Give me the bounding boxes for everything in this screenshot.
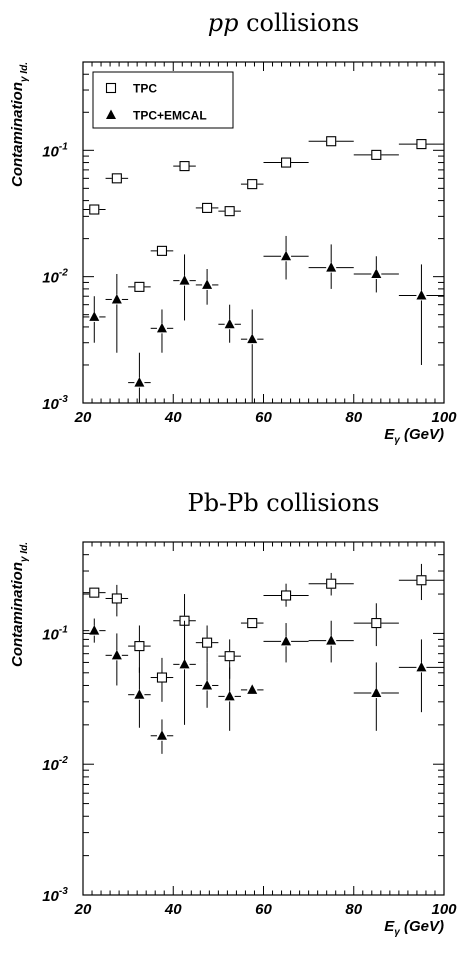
data-point (179, 658, 190, 669)
x-tick-label: 60 (255, 901, 272, 918)
data-point (281, 635, 292, 646)
data-point (371, 618, 382, 629)
legend-box (92, 71, 234, 129)
data-point (111, 293, 122, 304)
data-point (247, 179, 258, 190)
series-tpc-emcal (83, 235, 444, 403)
data-point (179, 161, 190, 172)
y-axis-label: Contaminationγ Id. (9, 542, 30, 667)
data-point (134, 281, 145, 292)
legend-marker (105, 82, 117, 94)
data-point (202, 679, 213, 690)
chart-title: Pb-Pb collisions (188, 489, 380, 517)
data-point (416, 139, 427, 150)
data-point (326, 578, 337, 589)
data-point (202, 279, 213, 289)
data-point (416, 289, 427, 300)
x-tick-label: 40 (164, 409, 182, 426)
data-point (156, 322, 167, 333)
data-point (281, 157, 292, 168)
data-point (111, 173, 122, 184)
data-point (134, 689, 145, 699)
x-tick-label: 60 (255, 409, 272, 426)
legend-label: TPC (133, 82, 157, 96)
data-point (371, 687, 382, 698)
x-tick-label: 80 (345, 409, 362, 426)
y-tick-label: 10-2 (42, 268, 68, 287)
x-axis-label: Eγ (GeV) (384, 426, 444, 446)
chart-panel-2: Pb-Pb collisions 20 40 60 80 100 10-3 10-2 10-1 C… (9, 489, 457, 939)
y-tick-label: 10-3 (42, 394, 68, 413)
data-point (326, 635, 337, 645)
series-tpc (83, 136, 444, 292)
legend-marker (106, 109, 116, 119)
data-point (326, 262, 337, 272)
data-point (416, 575, 427, 586)
x-tick-label: 100 (431, 901, 457, 918)
chart-title: pp collisions (208, 9, 360, 37)
legend-label: TPC+EMCAL (133, 109, 207, 123)
series-tpc (83, 563, 444, 702)
data-point (416, 661, 427, 672)
y-tick-label: 10-1 (42, 141, 68, 160)
data-point (371, 149, 382, 160)
data-point (281, 250, 292, 261)
y-axis-label: Contaminationγ Id. (9, 62, 30, 187)
data-point (224, 206, 235, 217)
x-tick-label: 20 (74, 901, 92, 918)
data-point (134, 377, 145, 387)
data-point (156, 245, 168, 256)
data-point (134, 641, 145, 652)
chart-panel-1: pp collisions 20 40 60 80 100 10-3 10-2 10-1 Cont… (9, 9, 457, 447)
data-point (371, 268, 382, 278)
data-point (89, 625, 100, 635)
data-point (202, 637, 213, 648)
data-point (202, 202, 213, 213)
x-tick-label: 40 (164, 901, 182, 918)
plot-frame (82, 541, 445, 896)
data-point (281, 590, 292, 601)
data-point (247, 684, 258, 694)
data-point (89, 204, 100, 215)
x-axis-label: Eγ (GeV) (384, 918, 444, 938)
data-point (326, 136, 337, 147)
x-tick-label: 80 (345, 901, 362, 918)
y-tick-label: 10-2 (42, 755, 68, 774)
y-tick-label: 10-1 (42, 624, 68, 643)
data-point (247, 618, 258, 629)
x-tick-label: 100 (431, 409, 457, 426)
data-layer (83, 136, 444, 403)
data-layer (83, 563, 444, 754)
data-point (111, 649, 122, 660)
data-point (156, 730, 167, 740)
data-point (89, 587, 100, 598)
series-tpc-emcal (83, 618, 444, 754)
data-point (156, 672, 168, 683)
data-point (224, 690, 235, 701)
y-tick-label: 10-3 (42, 886, 68, 905)
data-point (247, 333, 258, 344)
data-point (224, 318, 235, 329)
data-point (179, 275, 190, 285)
data-point (224, 651, 235, 662)
x-tick-label: 20 (74, 409, 92, 426)
legend: TPC TPC+EMCAL (92, 71, 234, 129)
data-point (111, 593, 122, 604)
data-point (89, 311, 100, 321)
